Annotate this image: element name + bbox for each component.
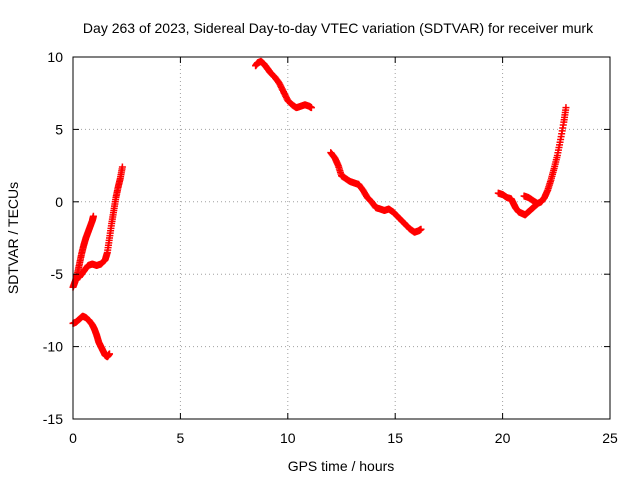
series-arc-3 <box>75 163 126 281</box>
data-points <box>69 57 570 361</box>
series-arc-5 <box>327 149 425 236</box>
y-tick-label: -5 <box>51 266 64 282</box>
data-point <box>89 212 97 220</box>
grid <box>73 57 610 419</box>
series-arc-1 <box>69 312 114 361</box>
x-tick-label: 0 <box>69 430 77 446</box>
y-axis-label: SDTVAR / TECUs <box>5 182 21 294</box>
series-arc-2 <box>69 212 97 291</box>
x-tick-label: 25 <box>602 430 618 446</box>
x-tick-label: 15 <box>387 430 403 446</box>
x-tick-label: 20 <box>495 430 511 446</box>
series-arc-4 <box>252 57 315 112</box>
y-tick-label: -10 <box>43 339 63 355</box>
data-point <box>106 350 114 358</box>
y-tick-label: -15 <box>43 411 63 427</box>
y-tick-label: 5 <box>55 121 63 137</box>
plot-frame <box>72 56 611 420</box>
data-point <box>562 104 570 112</box>
x-tick-label: 5 <box>177 430 185 446</box>
x-axis-label: GPS time / hours <box>288 458 395 474</box>
data-point <box>118 163 126 171</box>
series-arc-7 <box>520 192 541 207</box>
data-point <box>417 225 425 233</box>
data-point <box>533 199 541 207</box>
y-tick-label: 10 <box>47 49 63 65</box>
chart-title: Day 263 of 2023, Sidereal Day-to-day VTE… <box>83 20 594 36</box>
axis-ticks: 0 5 10 15 20 25 -15 -10 -5 0 5 10 <box>43 49 618 446</box>
x-tick-label: 10 <box>280 430 296 446</box>
data-point <box>307 104 315 112</box>
y-tick-label: 0 <box>55 194 63 210</box>
series-arc-6 <box>494 104 570 219</box>
